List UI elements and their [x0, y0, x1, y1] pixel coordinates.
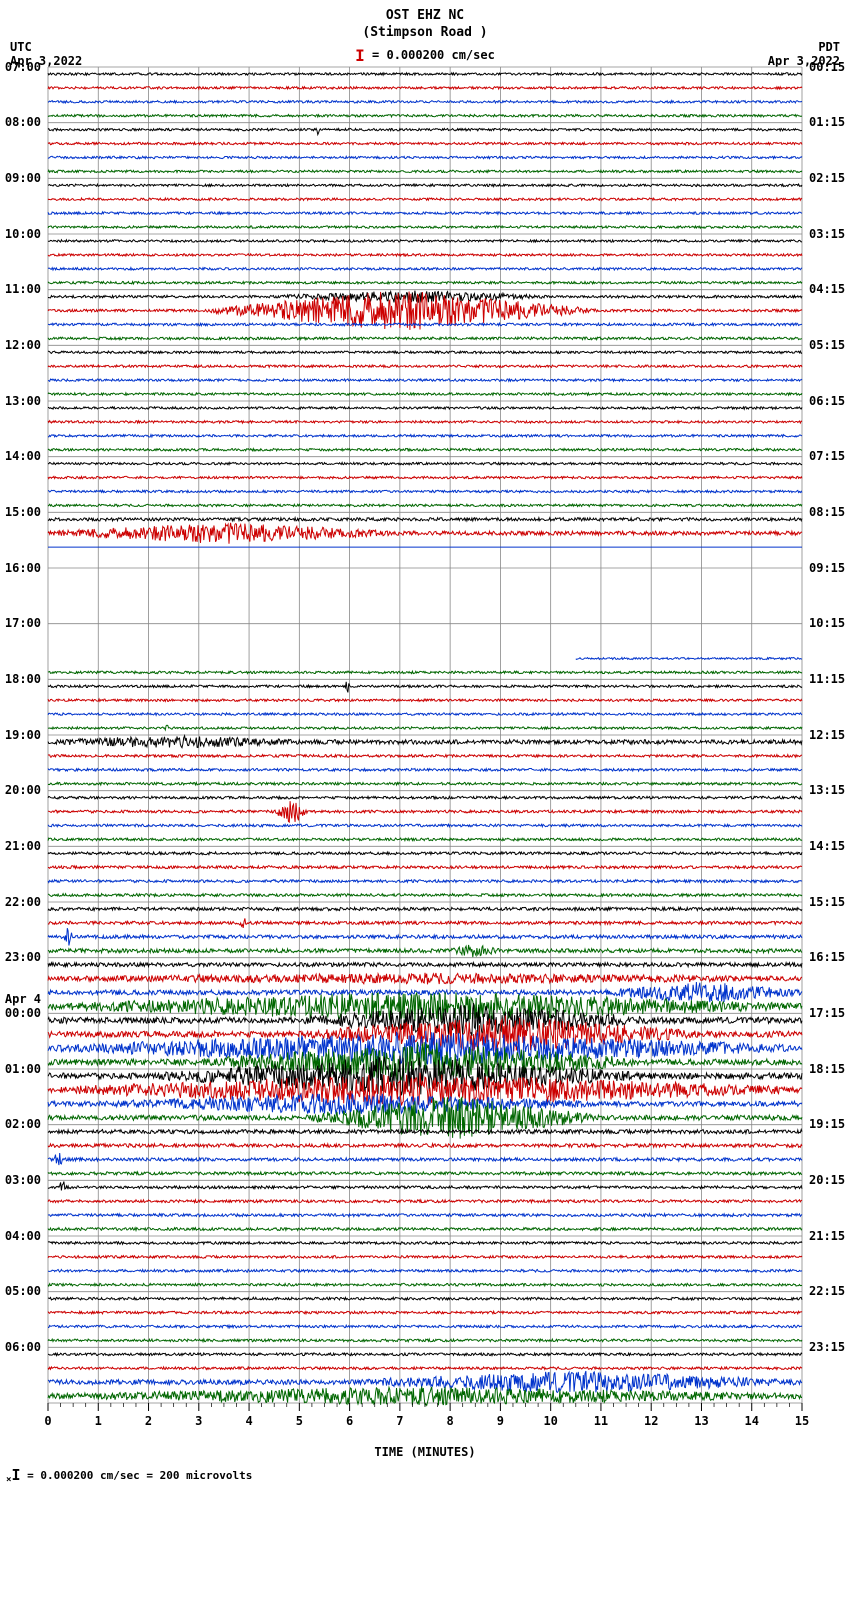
left-hour-label: 10:00 — [5, 228, 41, 240]
right-hour-label: 22:15 — [809, 1285, 845, 1297]
right-hour-label: 08:15 — [809, 506, 845, 518]
right-hour-label: 01:15 — [809, 116, 845, 128]
right-hour-label: 05:15 — [809, 339, 845, 351]
station-title: OST EHZ NC — [0, 8, 850, 25]
svg-text:9: 9 — [497, 1414, 504, 1428]
footer-scale: ×I = 0.000200 cm/sec = 200 microvolts — [0, 1459, 850, 1495]
xaxis-label: TIME (MINUTES) — [0, 1445, 850, 1459]
svg-text:8: 8 — [447, 1414, 454, 1428]
svg-text:0: 0 — [44, 1414, 51, 1428]
svg-text:5: 5 — [296, 1414, 303, 1428]
svg-text:6: 6 — [346, 1414, 353, 1428]
left-hour-label: 08:00 — [5, 116, 41, 128]
right-hour-label: 12:15 — [809, 729, 845, 741]
station-location: (Stimpson Road ) — [0, 25, 850, 42]
left-hour-label: 23:00 — [5, 951, 41, 963]
left-hour-label: 01:00 — [5, 1063, 41, 1075]
left-hour-label: 16:00 — [5, 562, 41, 574]
right-hour-label: 04:15 — [809, 283, 845, 295]
right-hour-label: 14:15 — [809, 840, 845, 852]
right-hour-label: 17:15 — [809, 1007, 845, 1019]
tz-left-label: UTC — [10, 40, 82, 54]
svg-text:2: 2 — [145, 1414, 152, 1428]
left-hour-label: 19:00 — [5, 729, 41, 741]
left-hour-label: 03:00 — [5, 1174, 41, 1186]
left-hour-label: 22:00 — [5, 896, 41, 908]
left-hour-label: 15:00 — [5, 506, 41, 518]
left-hour-label: 17:00 — [5, 617, 41, 629]
svg-text:13: 13 — [694, 1414, 708, 1428]
left-hour-label: 14:00 — [5, 450, 41, 462]
right-hour-label: 06:15 — [809, 395, 845, 407]
left-date-label: Apr 4 — [5, 993, 41, 1005]
right-hour-label: 19:15 — [809, 1118, 845, 1130]
right-hour-label: 10:15 — [809, 617, 845, 629]
left-hour-label: 20:00 — [5, 784, 41, 796]
left-hour-label: 00:00 — [5, 1007, 41, 1019]
right-hour-label: 18:15 — [809, 1063, 845, 1075]
right-hour-label: 09:15 — [809, 562, 845, 574]
svg-text:10: 10 — [543, 1414, 557, 1428]
right-hour-label: 11:15 — [809, 673, 845, 685]
left-hour-label: 11:00 — [5, 283, 41, 295]
left-hour-label: 21:00 — [5, 840, 41, 852]
left-hour-label: 13:00 — [5, 395, 41, 407]
scale-header: I = 0.000200 cm/sec — [0, 44, 850, 63]
left-hour-label: 05:00 — [5, 1285, 41, 1297]
right-hour-label: 00:15 — [809, 61, 845, 73]
left-hour-label: 02:00 — [5, 1118, 41, 1130]
right-hour-label: 07:15 — [809, 450, 845, 462]
svg-text:3: 3 — [195, 1414, 202, 1428]
svg-text:12: 12 — [644, 1414, 658, 1428]
seismogram-plot: 07:00 08:00 09:00 10:00 11:00 12:00 13:00 14:00… — [0, 63, 850, 1443]
left-hour-label: 18:00 — [5, 673, 41, 685]
svg-text:1: 1 — [95, 1414, 102, 1428]
right-hour-label: 15:15 — [809, 896, 845, 908]
right-hour-label: 02:15 — [809, 172, 845, 184]
left-hour-label: 12:00 — [5, 339, 41, 351]
tz-right-label: PDT — [768, 40, 840, 54]
left-hour-label: 07:00 — [5, 61, 41, 73]
right-hour-label: 23:15 — [809, 1341, 845, 1353]
svg-text:7: 7 — [396, 1414, 403, 1428]
left-hour-label: 09:00 — [5, 172, 41, 184]
left-hour-label: 04:00 — [5, 1230, 41, 1242]
svg-text:14: 14 — [745, 1414, 759, 1428]
right-hour-label: 03:15 — [809, 228, 845, 240]
right-hour-label: 16:15 — [809, 951, 845, 963]
svg-text:11: 11 — [594, 1414, 608, 1428]
right-hour-label: 13:15 — [809, 784, 845, 796]
left-hour-label: 06:00 — [5, 1341, 41, 1353]
seismogram-svg: 0123456789101112131415 — [0, 63, 850, 1443]
right-hour-label: 21:15 — [809, 1230, 845, 1242]
svg-text:4: 4 — [245, 1414, 252, 1428]
right-hour-label: 20:15 — [809, 1174, 845, 1186]
